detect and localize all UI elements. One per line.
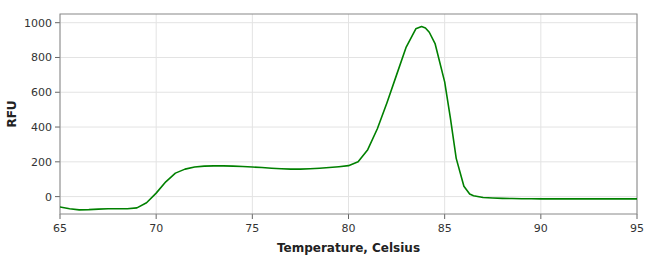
y-tick — [55, 161, 60, 162]
x-tick-label: 85 — [438, 222, 452, 235]
y-tick-label: 200 — [31, 156, 52, 169]
y-tick-label: 800 — [31, 51, 52, 64]
x-tick-label: 65 — [53, 222, 67, 235]
x-tick — [156, 214, 157, 219]
x-tick-label: 70 — [149, 222, 163, 235]
x-tick — [252, 214, 253, 219]
x-tick-label: 75 — [245, 222, 259, 235]
x-grid-line — [540, 14, 541, 214]
x-tick — [60, 214, 61, 219]
x-tick-label: 90 — [534, 222, 548, 235]
x-grid-line — [348, 14, 349, 214]
data-line — [60, 27, 637, 210]
y-tick — [55, 57, 60, 58]
y-tick — [55, 92, 60, 93]
x-tick-label: 95 — [630, 222, 644, 235]
y-tick — [55, 196, 60, 197]
plot-background — [60, 14, 637, 214]
x-axis-label: Temperature, Celsius — [277, 241, 420, 255]
grid — [60, 14, 637, 214]
y-axis-label: RFU — [5, 100, 19, 127]
x-tick — [540, 214, 541, 219]
x-tick — [348, 214, 349, 219]
x-tick — [444, 214, 445, 219]
plot-frame — [60, 14, 637, 214]
page: {"chart_data": {"type": "line", "xlabel"… — [0, 0, 653, 260]
x-grid-line — [444, 14, 445, 214]
y-grid-line — [60, 92, 637, 93]
y-tick-label: 1000 — [24, 17, 52, 30]
x-tick — [637, 214, 638, 219]
y-grid-line — [60, 22, 637, 23]
x-grid-line — [252, 14, 253, 214]
y-grid-line — [60, 57, 637, 58]
y-tick — [55, 22, 60, 23]
x-grid-line — [156, 14, 157, 214]
y-grid-line — [60, 127, 637, 128]
x-tick-label: 80 — [342, 222, 356, 235]
y-grid-line — [60, 196, 637, 197]
y-tick-label: 400 — [31, 121, 52, 134]
data-group — [60, 27, 637, 210]
chart: 65 70 75 80 85 90 95 0 200 400 600 800 1000 Temperatu… — [0, 0, 653, 260]
y-tick-label: 0 — [45, 191, 52, 204]
y-grid-line — [60, 161, 637, 162]
y-tick-label: 600 — [31, 86, 52, 99]
axes: 65 70 75 80 85 90 95 0 200 400 600 800 1000 — [24, 17, 644, 235]
y-tick — [55, 127, 60, 128]
